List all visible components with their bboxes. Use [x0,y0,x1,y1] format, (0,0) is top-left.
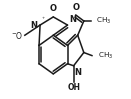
Text: $^{-}$O: $^{-}$O [12,30,24,41]
Text: N: N [30,21,37,30]
Text: N: N [70,15,77,24]
Text: OH: OH [67,83,80,92]
Text: CH$_3$: CH$_3$ [96,16,111,26]
Text: N: N [75,68,82,77]
Text: CH$_3$: CH$_3$ [98,50,113,61]
Text: O: O [50,4,57,13]
Text: O: O [72,3,79,12]
Text: $^{+}$: $^{+}$ [41,17,45,21]
